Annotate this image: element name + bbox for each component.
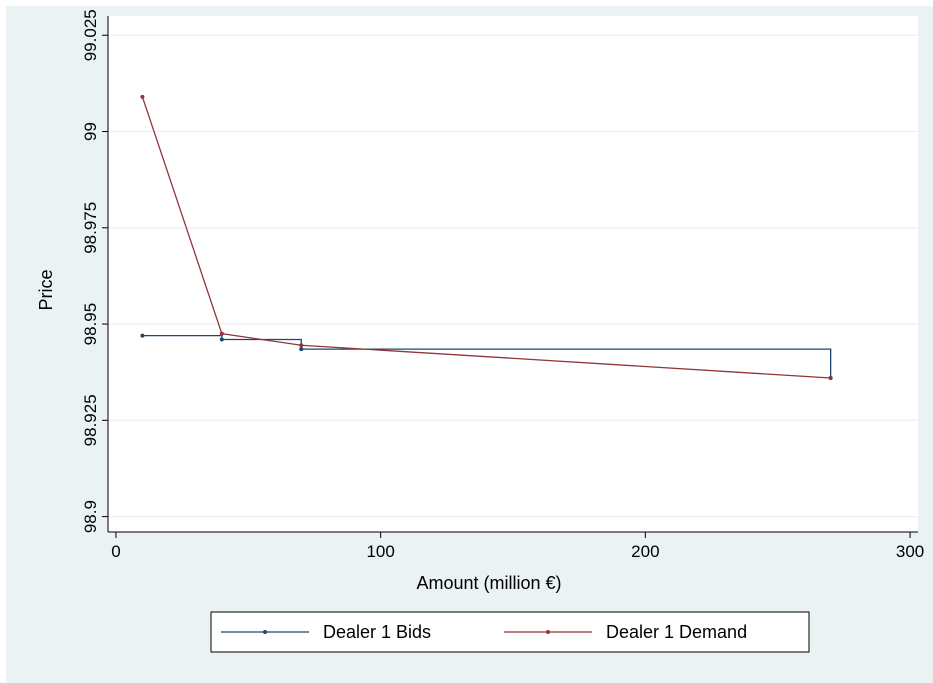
- grid: [108, 34, 918, 518]
- ticks: 98.9 98.925 98.95 98.975 99 99.025 0 100 200 300: [81, 9, 924, 561]
- legend-label-dealer-1-demand: Dealer 1 Demand: [606, 622, 747, 642]
- y-tick-label: 98.9: [81, 500, 100, 533]
- x-axis-title: Amount (million €): [416, 573, 561, 593]
- x-tick-label: 100: [366, 542, 394, 561]
- data-point-1: [219, 331, 224, 336]
- data-point-1: [140, 94, 145, 99]
- y-axis-title: Price: [36, 269, 56, 310]
- data-point-1: [828, 375, 833, 380]
- axes: [107, 16, 918, 533]
- data-point-0: [299, 347, 304, 352]
- series: [140, 94, 833, 380]
- y-tick-label: 99.025: [81, 9, 100, 61]
- data-point-1: [299, 343, 304, 348]
- y-tick-label: 98.975: [81, 202, 100, 254]
- data-point-0: [140, 333, 145, 338]
- legend-label-dealer-1-bids: Dealer 1 Bids: [323, 622, 431, 642]
- data-point-0: [219, 337, 224, 342]
- legend: Dealer 1 Bids Dealer 1 Demand: [210, 611, 810, 653]
- chart: 98.9 98.925 98.95 98.975 99 99.025 0 100 200 300 …: [6, 6, 933, 683]
- legend-marker-dealer-1-demand: [546, 630, 550, 634]
- x-tick-label: 200: [631, 542, 659, 561]
- x-tick-label: 300: [896, 542, 924, 561]
- series-line-1: [141, 96, 831, 379]
- y-tick-label: 99: [81, 122, 100, 141]
- plot-area: [108, 16, 918, 532]
- y-tick-label: 98.925: [81, 394, 100, 446]
- legend-marker-dealer-1-bids: [263, 630, 267, 634]
- y-tick-label: 98.95: [81, 303, 100, 346]
- x-tick-label: 0: [111, 542, 120, 561]
